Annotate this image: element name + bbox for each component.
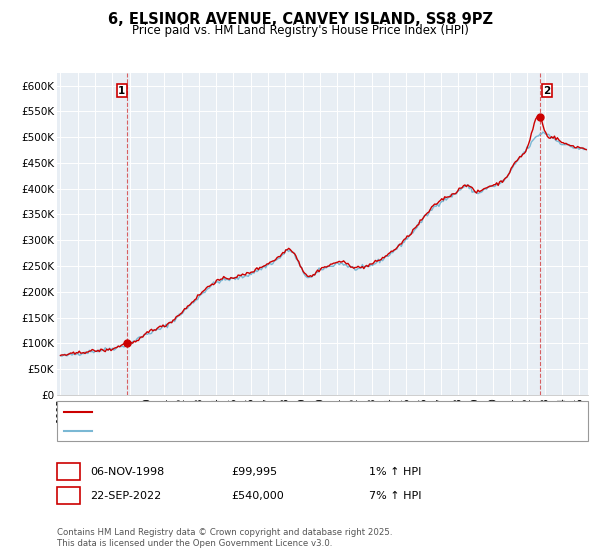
Text: 06-NOV-1998: 06-NOV-1998 — [90, 466, 164, 477]
Text: 22-SEP-2022: 22-SEP-2022 — [90, 491, 161, 501]
Text: 6, ELSINOR AVENUE, CANVEY ISLAND, SS8 9PZ: 6, ELSINOR AVENUE, CANVEY ISLAND, SS8 9P… — [107, 12, 493, 27]
Text: 7% ↑ HPI: 7% ↑ HPI — [369, 491, 421, 501]
Text: 6, ELSINOR AVENUE, CANVEY ISLAND, SS8 9PZ (detached house): 6, ELSINOR AVENUE, CANVEY ISLAND, SS8 9P… — [96, 407, 434, 417]
Text: HPI: Average price, detached house, Castle Point: HPI: Average price, detached house, Cast… — [96, 426, 351, 436]
Text: £540,000: £540,000 — [231, 491, 284, 501]
Text: 1: 1 — [118, 86, 125, 96]
Text: Contains HM Land Registry data © Crown copyright and database right 2025.
This d: Contains HM Land Registry data © Crown c… — [57, 528, 392, 548]
Text: 1: 1 — [65, 466, 72, 477]
Text: 1% ↑ HPI: 1% ↑ HPI — [369, 466, 421, 477]
Text: £99,995: £99,995 — [231, 466, 277, 477]
Text: 2: 2 — [65, 491, 72, 501]
Text: 2: 2 — [543, 86, 550, 96]
Text: Price paid vs. HM Land Registry's House Price Index (HPI): Price paid vs. HM Land Registry's House … — [131, 24, 469, 36]
